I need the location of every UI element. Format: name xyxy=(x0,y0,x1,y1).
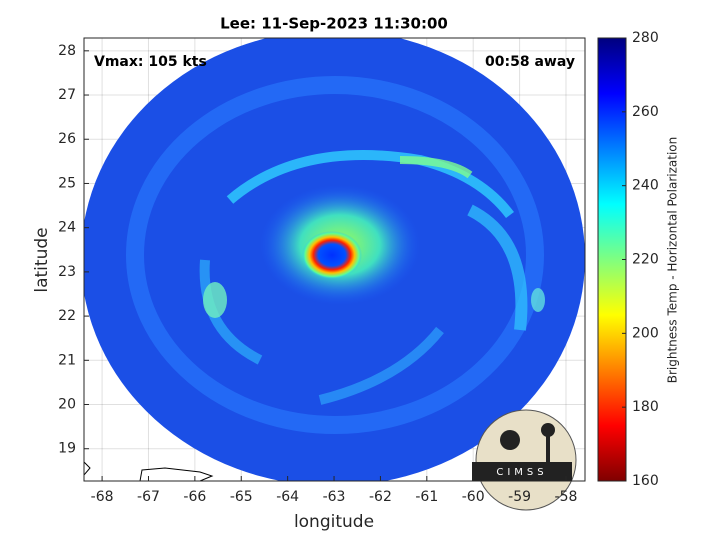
logo xyxy=(472,409,577,511)
x-axis-label: longitude xyxy=(294,512,374,532)
x-tick-label: -58 xyxy=(555,489,578,505)
x-tick-label: -61 xyxy=(415,489,438,505)
x-tick-label: -59 xyxy=(508,489,531,505)
colorbar-tick-label: 260 xyxy=(632,104,659,120)
colorbar-tick-label: 160 xyxy=(632,473,659,489)
logo-text: CIMSS xyxy=(496,467,547,478)
colorbar-tick-label: 220 xyxy=(632,252,659,268)
annotation: 00:58 away xyxy=(485,54,575,70)
y-tick-label: 21 xyxy=(58,352,76,368)
x-tick-label: -66 xyxy=(183,489,206,505)
x-tick-label: -63 xyxy=(323,489,346,505)
y-tick-label: 25 xyxy=(58,175,76,191)
x-tick-label: -62 xyxy=(369,489,392,505)
x-tick-label: -64 xyxy=(276,489,299,505)
image xyxy=(84,38,585,481)
x-tick-label: -67 xyxy=(137,489,160,505)
y-tick-label: 27 xyxy=(58,87,76,103)
y-tick-label: 20 xyxy=(58,397,76,413)
annotation: Vmax: 105 kts xyxy=(94,54,207,70)
y-tick-label: 28 xyxy=(58,43,76,59)
colorbar-tick-label: 280 xyxy=(632,30,659,46)
x-tick-label: -68 xyxy=(91,489,114,505)
colorbar-label: Brightness Temp - Horizontal Polarizatio… xyxy=(666,137,680,384)
y-tick-label: 26 xyxy=(58,131,76,147)
y-tick-label: 22 xyxy=(58,308,76,324)
colorbar-tick-label: 200 xyxy=(632,325,659,341)
colorbar-tick-label: 180 xyxy=(632,399,659,415)
x-tick-label: -65 xyxy=(230,489,253,505)
colorbar-tick-label: 240 xyxy=(632,178,659,194)
y-tick-label: 23 xyxy=(58,264,76,280)
colorbar xyxy=(597,37,627,482)
chart-title: Lee: 11-Sep-2023 11:30:00 xyxy=(220,15,448,33)
y-tick-label: 24 xyxy=(58,220,76,236)
y-tick-label: 19 xyxy=(58,441,76,457)
x-tick-label: -60 xyxy=(462,489,485,505)
y-axis-label: latitude xyxy=(32,227,52,292)
